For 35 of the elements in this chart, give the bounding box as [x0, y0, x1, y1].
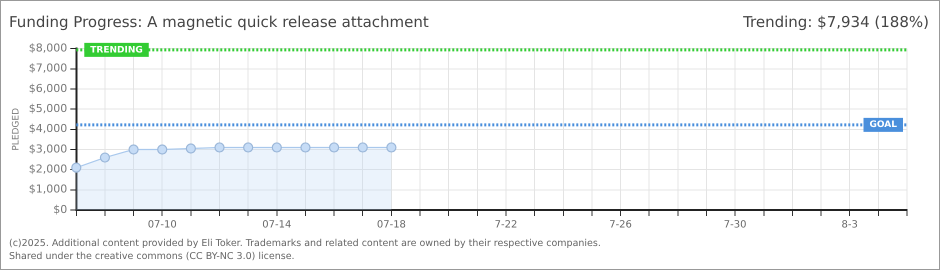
point [71, 162, 82, 173]
point [243, 142, 254, 153]
x-tick-label: 7-26 [609, 220, 632, 231]
point [100, 152, 110, 163]
chart-subtitle: Trending: $7,934 (188%) [743, 13, 929, 31]
chart-title: Funding Progress: A magnetic quick release attachment [9, 13, 429, 31]
point [214, 142, 225, 153]
y-tick-label: $6,000 [28, 82, 68, 95]
y-tick-label: $1,000 [28, 182, 68, 196]
x-tick-label: 07-14 [262, 220, 292, 231]
x-tick-label: 07-10 [148, 220, 177, 231]
y-tick-label: $8,000 [28, 41, 68, 54]
x-tick-label: 7-22 [494, 220, 518, 231]
point [386, 142, 396, 153]
text: Shared under the creative commons (CC BY-NC 3.0) license. [9, 250, 296, 263]
point [128, 144, 139, 155]
y-tick-label: $7,000 [28, 62, 68, 75]
y-tick-label: $4,000 [28, 122, 68, 136]
text: (c)2025. Additional content provided by Eli Toker. Trademarks and related content are owned by their respective companies. [9, 237, 601, 250]
ref-line-label: GOAL [870, 120, 898, 130]
point [157, 144, 168, 155]
y-tick-label: $3,000 [28, 142, 68, 156]
point [358, 142, 368, 153]
ref-line-label: TRENDING [90, 45, 143, 56]
y-axis-title: PLEDGED [12, 108, 22, 151]
point [272, 142, 282, 153]
point [328, 142, 340, 153]
point [186, 143, 196, 154]
y-tick-label: $5,000 [28, 102, 68, 115]
x-tick-label: 8-3 [842, 220, 858, 231]
point [300, 142, 311, 153]
x-tick-label: 07-18 [376, 220, 406, 231]
y-tick-label: $0 [53, 202, 68, 216]
y-tick-label: $2,000 [28, 162, 68, 176]
x-tick-label: 7-30 [724, 220, 746, 231]
